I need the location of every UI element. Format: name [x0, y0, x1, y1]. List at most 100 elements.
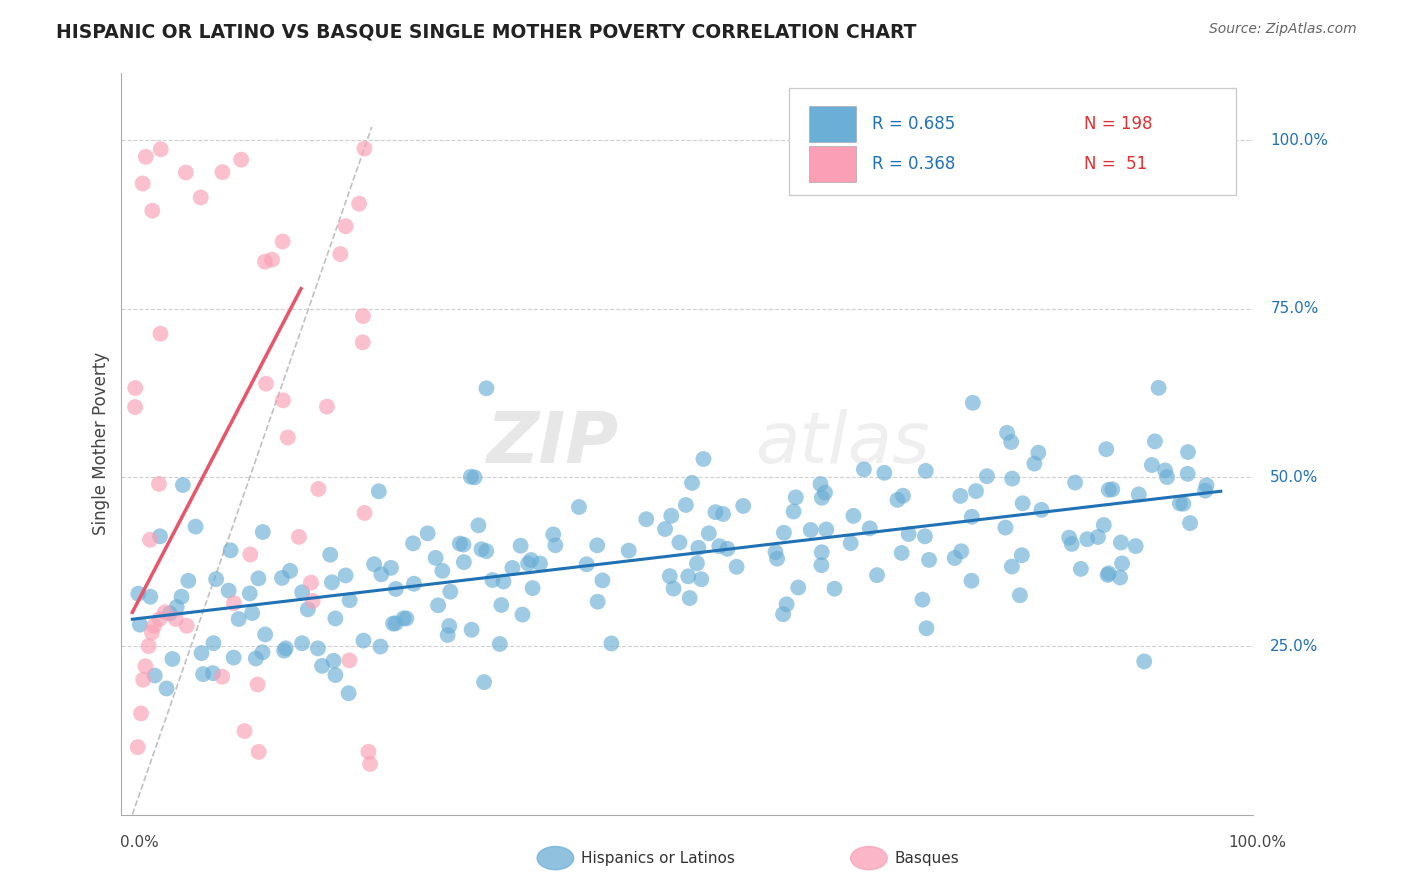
Point: [697, 526, 720, 541]
Point: [129, 706, 152, 721]
Point: [1128, 487, 1150, 501]
Point: [575, 558, 598, 572]
Point: [1064, 475, 1087, 490]
Point: [402, 536, 425, 550]
Point: [165, 612, 187, 626]
Point: [307, 482, 329, 496]
Point: [520, 553, 543, 567]
Point: [662, 582, 685, 596]
Text: Source: ZipAtlas.com: Source: ZipAtlas.com: [1209, 22, 1357, 37]
Point: [439, 619, 461, 633]
Text: atlas: atlas: [755, 409, 929, 478]
Point: [149, 326, 172, 341]
Point: [453, 537, 475, 551]
Text: Basques: Basques: [894, 851, 959, 865]
Point: [436, 628, 458, 642]
Point: [273, 643, 295, 657]
Point: [352, 335, 374, 350]
Point: [1001, 559, 1024, 574]
Point: [190, 646, 212, 660]
Point: [1011, 496, 1033, 510]
Point: [176, 619, 198, 633]
Point: [271, 571, 294, 585]
Point: [205, 572, 228, 586]
Point: [148, 476, 170, 491]
Point: [711, 507, 734, 521]
Point: [141, 203, 163, 218]
Point: [367, 484, 389, 499]
Point: [1194, 483, 1216, 498]
Point: [162, 652, 184, 666]
Point: [329, 247, 352, 261]
Point: [692, 452, 714, 467]
Point: [307, 641, 329, 656]
Point: [449, 536, 471, 550]
Point: [960, 509, 983, 524]
Point: [347, 196, 370, 211]
Point: [962, 396, 984, 410]
Text: 50.0%: 50.0%: [1271, 470, 1319, 485]
Point: [659, 508, 682, 523]
Point: [976, 469, 998, 483]
Point: [254, 376, 277, 391]
Point: [402, 576, 425, 591]
Point: [319, 548, 342, 562]
Point: [914, 464, 936, 478]
Point: [668, 535, 690, 549]
Point: [522, 581, 544, 595]
Point: [852, 462, 875, 476]
Point: [810, 477, 832, 491]
Point: [135, 150, 157, 164]
Point: [591, 574, 613, 588]
Point: [174, 165, 197, 179]
Point: [1060, 537, 1083, 551]
Point: [252, 645, 274, 659]
Point: [134, 659, 156, 673]
Point: [773, 525, 796, 540]
Point: [352, 633, 374, 648]
Point: [859, 521, 882, 535]
Point: [679, 591, 702, 605]
Point: [1057, 531, 1080, 545]
Point: [994, 520, 1017, 534]
Point: [1101, 483, 1123, 497]
Point: [240, 606, 263, 620]
Point: [253, 254, 276, 268]
Text: 100.0%: 100.0%: [1271, 133, 1329, 148]
Text: ZIP: ZIP: [488, 409, 620, 478]
Point: [335, 568, 357, 582]
Point: [586, 595, 609, 609]
Point: [211, 165, 233, 179]
Point: [512, 607, 534, 622]
Text: 25.0%: 25.0%: [1271, 639, 1319, 654]
Point: [148, 612, 170, 626]
Point: [1177, 445, 1199, 459]
Point: [254, 627, 277, 641]
Point: [517, 557, 540, 571]
Point: [1125, 539, 1147, 553]
Point: [1177, 467, 1199, 481]
Point: [814, 485, 837, 500]
Point: [1111, 557, 1133, 571]
Point: [839, 536, 862, 550]
Point: [617, 543, 640, 558]
Point: [153, 605, 176, 619]
Point: [654, 522, 676, 536]
Point: [568, 500, 591, 514]
Point: [1098, 566, 1121, 581]
Point: [247, 571, 270, 585]
Point: [301, 594, 323, 608]
Point: [271, 235, 294, 249]
Point: [297, 602, 319, 616]
Text: 100.0%: 100.0%: [1229, 836, 1286, 850]
Point: [239, 548, 262, 562]
Point: [124, 400, 146, 414]
Point: [676, 569, 699, 583]
Point: [636, 512, 658, 526]
Point: [247, 745, 270, 759]
Point: [1070, 562, 1092, 576]
Point: [960, 574, 983, 588]
Point: [704, 505, 727, 519]
Point: [271, 393, 294, 408]
Point: [824, 582, 846, 596]
